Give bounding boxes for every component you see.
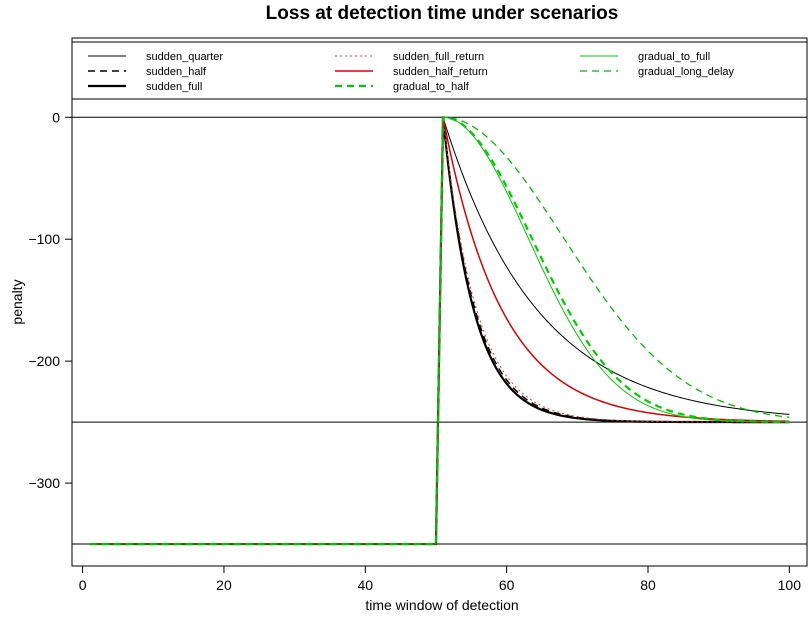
chart-title: Loss at detection time under scenarios bbox=[266, 3, 619, 24]
y-axis: 0 −100 −200 −300 bbox=[28, 109, 73, 491]
y-tick-label: 0 bbox=[52, 109, 60, 125]
series-line-gradual-long-delay bbox=[89, 116, 790, 545]
x-tick-label: 40 bbox=[358, 577, 374, 593]
legend-label-sudden-quarter: sudden_quarter bbox=[146, 51, 223, 63]
x-axis: 0 20 40 60 80 100 bbox=[79, 565, 802, 593]
x-tick-label: 100 bbox=[778, 577, 802, 593]
legend-label-gradual-to-full: gradual_to_full bbox=[638, 51, 710, 63]
y-tick-label: −100 bbox=[28, 231, 60, 247]
x-tick-label: 0 bbox=[79, 577, 87, 593]
x-axis-label: time window of detection bbox=[365, 597, 518, 613]
y-tick-label: −200 bbox=[28, 353, 60, 369]
legend-label-sudden-full-return: sudden_full_return bbox=[393, 51, 484, 63]
series-line-sudden-full bbox=[89, 117, 790, 546]
legend-box bbox=[71, 41, 808, 100]
x-tick-label: 80 bbox=[640, 577, 656, 593]
legend-label-sudden-half: sudden_half bbox=[146, 66, 207, 78]
x-tick-label: 20 bbox=[216, 577, 232, 593]
legend-label-gradual-to-half: gradual_to_half bbox=[393, 81, 470, 93]
x-tick-label: 60 bbox=[499, 577, 515, 593]
y-tick-label: −300 bbox=[28, 475, 60, 491]
series-line-sudden-quarter bbox=[89, 117, 790, 545]
series-line-sudden-full-return bbox=[89, 117, 790, 545]
series-line-gradual-to-half bbox=[89, 116, 790, 546]
legend-label-gradual-long-delay: gradual_long_delay bbox=[638, 66, 735, 78]
legend-label-sudden-full: sudden_full bbox=[146, 81, 202, 93]
series-line-gradual-to-full bbox=[89, 116, 790, 545]
legend: sudden_quarter sudden_half sudden_full sudd… bbox=[71, 41, 808, 100]
y-axis-label: penalty bbox=[9, 279, 25, 324]
legend-label-sudden-half-return: sudden_half_return bbox=[393, 66, 488, 78]
